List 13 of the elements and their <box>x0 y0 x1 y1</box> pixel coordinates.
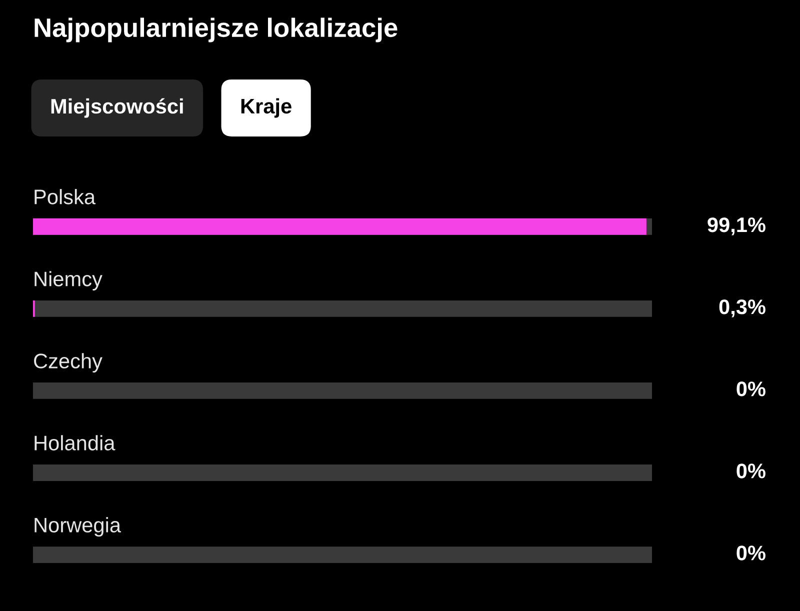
y-tick-label: Holandia <box>34 435 116 450</box>
data-label: 0% <box>736 546 766 560</box>
y-tick-label: Polska <box>34 189 96 204</box>
data-label: 0,3% <box>719 300 766 318</box>
y-tick-label: Czechy <box>34 353 102 373</box>
y-tick-label: Norwegia <box>34 517 121 537</box>
data-label: 99,1% <box>708 217 766 236</box>
chart-title: Najpopularniejsze lokalizacje <box>34 18 398 42</box>
data-label: 0% <box>736 464 766 478</box>
text: Kraje <box>241 98 292 118</box>
data-label: 0% <box>736 382 766 396</box>
text: Miejscowości <box>51 98 183 118</box>
y-tick-label: Niemcy <box>34 271 102 290</box>
